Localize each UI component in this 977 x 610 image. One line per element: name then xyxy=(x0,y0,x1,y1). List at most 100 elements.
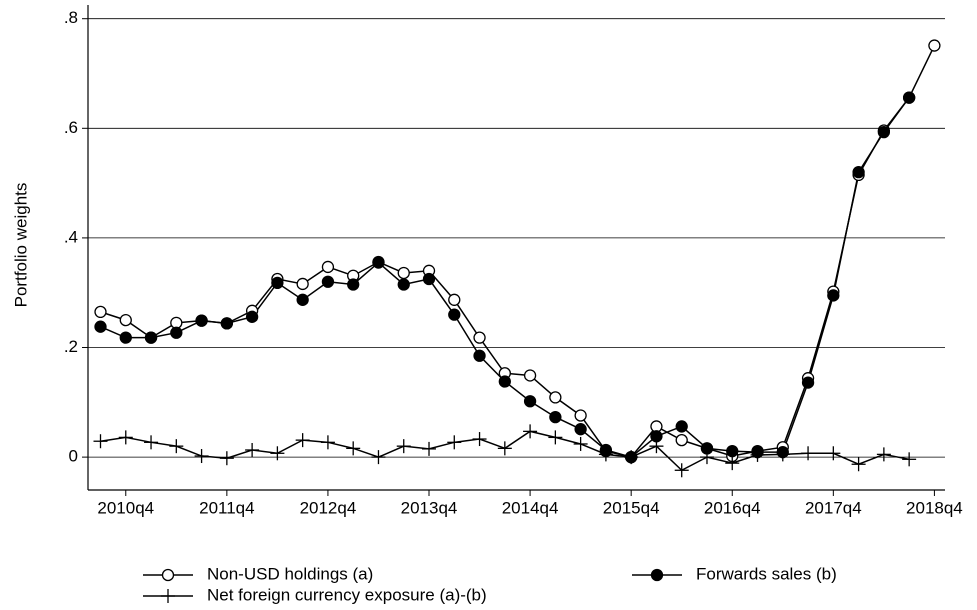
x-tick-label: 2017q4 xyxy=(805,498,862,517)
marker xyxy=(161,589,175,603)
marker-part xyxy=(549,410,562,424)
y-tick-label: .2 xyxy=(64,337,78,356)
marker xyxy=(498,375,511,388)
x-tick-label: 2015q4 xyxy=(603,498,660,517)
marker-part xyxy=(726,444,739,458)
marker xyxy=(296,277,309,291)
marker-part xyxy=(321,260,335,274)
marker xyxy=(372,256,385,269)
x-tick-label: 2012q4 xyxy=(300,498,357,517)
marker xyxy=(699,450,714,465)
series-line xyxy=(100,97,910,458)
marker xyxy=(320,435,335,450)
marker-part xyxy=(473,349,486,362)
marker-part xyxy=(372,256,385,269)
marker xyxy=(296,293,309,306)
marker xyxy=(169,439,184,454)
marker-part xyxy=(675,420,688,433)
marker-part xyxy=(852,165,865,179)
marker-part xyxy=(827,289,840,302)
marker xyxy=(119,313,132,327)
marker-part xyxy=(549,391,562,404)
marker xyxy=(448,308,461,321)
marker xyxy=(271,276,284,289)
marker-part xyxy=(271,276,284,289)
marker xyxy=(397,266,410,280)
marker-part xyxy=(498,375,511,388)
marker xyxy=(448,293,461,306)
marker xyxy=(195,314,208,327)
marker xyxy=(144,331,158,344)
marker xyxy=(118,430,133,445)
marker xyxy=(93,434,108,449)
marker-part xyxy=(397,266,410,280)
marker xyxy=(94,320,107,333)
marker xyxy=(295,433,310,448)
legend-label: Non-USD holdings (a) xyxy=(207,564,373,583)
marker xyxy=(726,444,739,458)
marker xyxy=(497,441,512,456)
marker xyxy=(928,39,941,52)
y-tick-label: .8 xyxy=(64,8,78,27)
marker-part xyxy=(650,568,664,582)
marker xyxy=(624,450,639,465)
marker xyxy=(549,410,562,424)
marker xyxy=(674,463,689,478)
marker-part xyxy=(170,326,183,339)
marker xyxy=(245,310,259,323)
marker-part xyxy=(161,568,175,582)
marker-part xyxy=(448,293,461,306)
marker-part xyxy=(523,395,537,408)
marker xyxy=(902,452,917,467)
marker xyxy=(598,447,613,462)
marker xyxy=(675,420,688,433)
marker-part xyxy=(144,331,158,344)
legend-label: Forwards sales (b) xyxy=(696,564,837,583)
marker xyxy=(245,442,260,457)
x-tick-label: 2018q4 xyxy=(906,498,963,517)
marker xyxy=(574,409,587,422)
marker-part xyxy=(119,331,132,344)
x-tick-label: 2011q4 xyxy=(199,498,254,517)
marker xyxy=(523,395,537,408)
y-axis-label: Portfolio weights xyxy=(11,183,30,308)
marker xyxy=(397,278,410,291)
marker xyxy=(219,451,234,466)
marker xyxy=(902,91,916,104)
marker xyxy=(801,446,816,461)
marker-part xyxy=(801,376,815,389)
marker xyxy=(826,446,841,461)
series-line xyxy=(100,45,936,458)
marker xyxy=(877,125,891,139)
marker xyxy=(750,447,765,462)
marker-part xyxy=(94,305,107,319)
marker xyxy=(422,441,437,456)
marker xyxy=(170,326,183,339)
y-tick-label: .6 xyxy=(64,118,78,137)
marker xyxy=(447,435,462,450)
marker xyxy=(473,349,486,362)
marker xyxy=(346,441,361,456)
marker-part xyxy=(448,308,461,321)
y-tick-label: .4 xyxy=(64,227,78,246)
marker-part xyxy=(902,91,916,104)
marker xyxy=(852,165,865,179)
marker-part xyxy=(675,433,688,447)
marker xyxy=(161,568,175,582)
marker-part xyxy=(574,423,587,436)
marker xyxy=(649,439,664,454)
marker xyxy=(725,456,740,471)
marker-part xyxy=(574,409,587,422)
marker xyxy=(194,449,209,464)
marker xyxy=(675,433,688,447)
marker xyxy=(347,278,360,291)
marker-part xyxy=(422,272,436,286)
marker-part xyxy=(523,369,537,382)
marker xyxy=(775,447,790,462)
marker-part xyxy=(296,293,309,306)
marker xyxy=(472,432,487,447)
x-tick-label: 2014q4 xyxy=(502,498,559,517)
legend-label: Net foreign currency exposure (a)-(b) xyxy=(207,585,487,604)
marker-part xyxy=(473,331,486,344)
